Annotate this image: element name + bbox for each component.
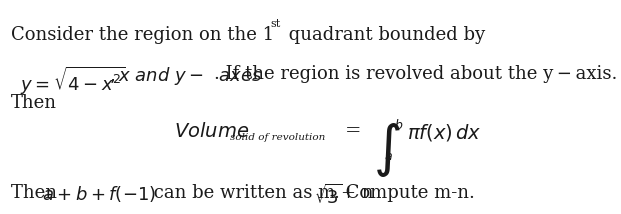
Text: . Compute m-n.: . Compute m-n. [334,184,475,202]
Text: quadrant bounded by: quadrant bounded by [283,26,484,44]
Text: Consider the region on the 1: Consider the region on the 1 [11,26,274,44]
Text: Then: Then [11,184,63,202]
Text: Then: Then [11,94,57,112]
Text: $\sqrt{3}$: $\sqrt{3}$ [314,184,343,208]
Text: $\pi f(x)\,dx$: $\pi f(x)\,dx$ [407,122,481,143]
Text: $,x$ $and$ $y-$  $axes$: $,x$ $and$ $y-$ $axes$ [109,65,262,87]
Text: $b$: $b$ [394,118,404,132]
Text: $a$: $a$ [384,150,392,163]
Text: $\int$: $\int$ [373,121,400,179]
Text: =: = [345,122,361,140]
Text: $a + b + f(-1)$: $a + b + f(-1)$ [42,184,156,204]
Text: $\mathit{Volume}$: $\mathit{Volume}$ [174,122,249,141]
Text: st: st [270,19,281,29]
Text: solid of revolution: solid of revolution [230,133,325,142]
Text: . If the region is revolved about the y − axis.: . If the region is revolved about the y … [214,65,618,83]
Text: can be written as m + n: can be written as m + n [148,184,373,202]
Text: $y = \sqrt{4-x^2}$: $y = \sqrt{4-x^2}$ [20,65,125,97]
